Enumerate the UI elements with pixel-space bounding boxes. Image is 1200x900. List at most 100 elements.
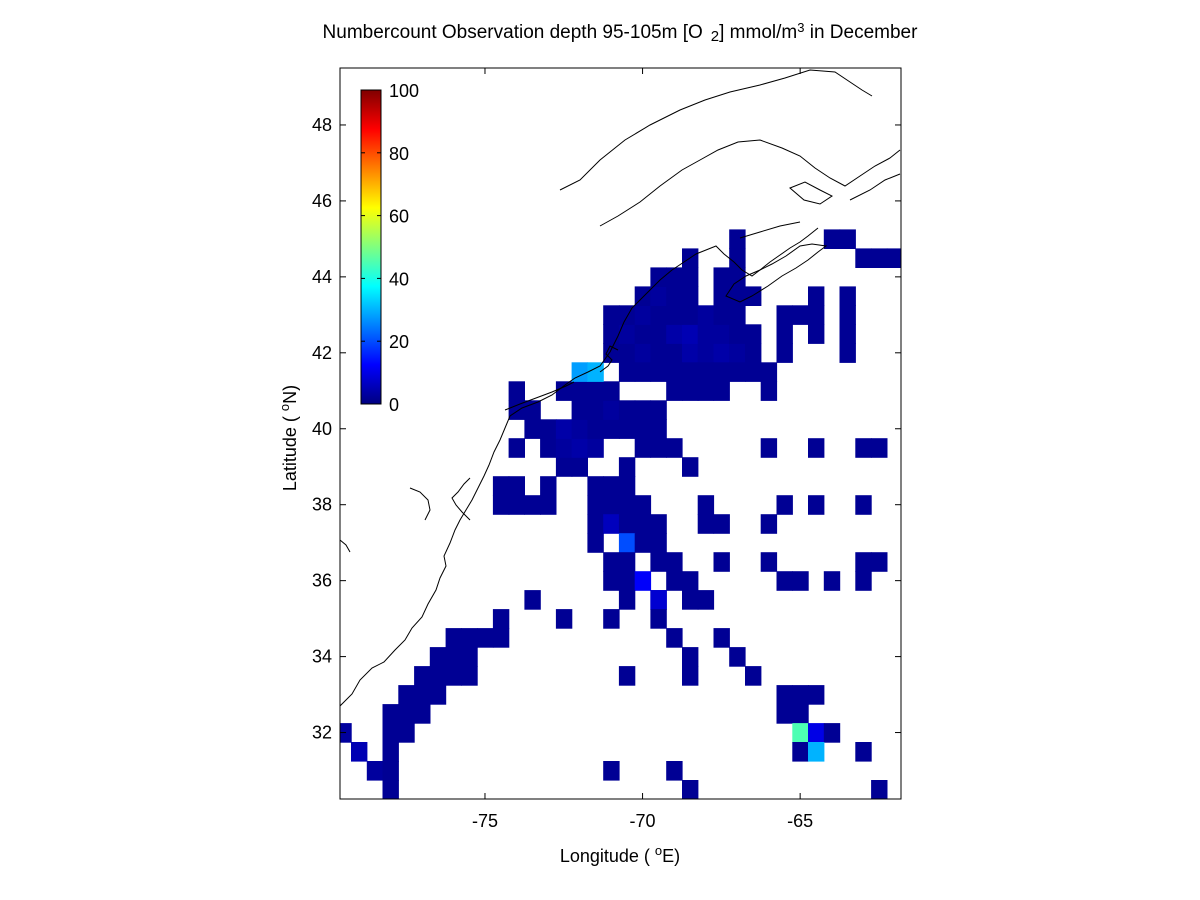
title-mid: ] mmol/m — [719, 22, 798, 43]
observation-cell — [903, 438, 919, 458]
observation-cell — [792, 571, 809, 591]
observation-cell — [823, 723, 841, 743]
colorbar-tick-label: 40 — [389, 269, 409, 289]
observation-cell — [903, 495, 919, 515]
observation-cell — [666, 343, 683, 363]
observation-cell — [729, 267, 746, 287]
observation-cell — [603, 552, 620, 572]
y-tick-label: 46 — [312, 191, 332, 211]
observation-cell — [555, 438, 573, 458]
observation-cell — [713, 305, 730, 325]
observation-cell — [650, 362, 667, 382]
observation-cell — [571, 419, 588, 439]
observation-cell — [697, 495, 715, 515]
observation-cell — [776, 495, 793, 515]
observation-cell — [603, 761, 620, 781]
observation-cell — [760, 381, 778, 401]
observation-cell — [682, 362, 699, 382]
observation-cell — [650, 514, 667, 534]
y-tick-label: 44 — [312, 267, 332, 287]
colorbar: 0 20 40 60 80 100 — [360, 81, 419, 415]
observation-cell — [461, 666, 478, 686]
y-axis-label-post: N) — [280, 385, 300, 404]
observation-cell — [587, 495, 604, 515]
observation-cell — [492, 609, 510, 629]
observation-cell — [571, 457, 588, 477]
observation-cell — [808, 305, 825, 325]
observation-cell — [839, 229, 856, 249]
observation-cell — [823, 571, 841, 591]
observation-cell — [587, 476, 604, 496]
observation-cell — [650, 590, 667, 610]
x-axis-label-post: E) — [662, 846, 680, 866]
observation-cell — [650, 286, 667, 306]
observation-cell — [871, 248, 888, 268]
observation-cell — [682, 305, 699, 325]
observation-cell — [682, 590, 699, 610]
observation-cell — [792, 685, 809, 705]
observation-cell — [540, 495, 557, 515]
observation-cell — [666, 362, 683, 382]
colorbar-tick-label: 60 — [389, 207, 409, 227]
observation-cell — [508, 438, 525, 458]
title-end: in December — [804, 22, 918, 43]
observation-cell — [760, 514, 778, 534]
observation-cell — [524, 495, 541, 515]
y-tick-label: 48 — [312, 115, 332, 135]
observation-cell — [697, 343, 715, 363]
observation-cell — [634, 533, 652, 553]
observation-cell — [839, 324, 856, 344]
coastline-cape-cod — [599, 345, 619, 373]
observation-cell — [634, 343, 652, 363]
observation-cell — [839, 286, 856, 306]
observation-cell — [634, 495, 652, 515]
observation-cell — [508, 476, 525, 496]
x-axis-label: Longitude ( oE) — [560, 843, 680, 866]
observation-cell — [587, 438, 604, 458]
y-axis-label: Latitude ( oN) — [277, 385, 300, 491]
coastline-florida-start — [340, 539, 351, 553]
observation-cell — [555, 419, 573, 439]
observation-cell — [540, 438, 557, 458]
title-subscript: 2 — [710, 28, 720, 45]
observation-cell — [414, 704, 431, 724]
observation-cell — [682, 267, 699, 287]
observation-cell — [729, 647, 746, 667]
observation-cell — [729, 324, 746, 344]
observation-cell — [414, 666, 431, 686]
observation-cell — [382, 780, 399, 799]
plot-frame — [339, 67, 902, 800]
observation-cell — [634, 571, 652, 591]
observation-cell — [666, 286, 683, 306]
observation-cell — [713, 381, 730, 401]
observation-cell — [603, 571, 620, 591]
observation-cell — [760, 362, 778, 382]
colorbar-tick-label: 0 — [389, 395, 399, 415]
observation-cell — [729, 286, 746, 306]
observation-cell — [618, 590, 636, 610]
y-axis-label-pre: Latitude ( — [280, 411, 300, 491]
observation-cell — [745, 362, 762, 382]
observation-cell — [776, 343, 793, 363]
observation-cell — [492, 495, 510, 515]
x-axis: -75 -70 -65 — [472, 68, 813, 831]
observation-cell — [650, 267, 667, 287]
colorbar-gradient — [361, 90, 381, 404]
colorbar-frame — [360, 89, 382, 405]
observation-cell — [524, 419, 541, 439]
observation-cell — [729, 343, 746, 363]
observation-cell — [571, 381, 588, 401]
observation-cell — [808, 286, 825, 306]
observation-cell — [729, 305, 746, 325]
observation-cell — [618, 514, 636, 534]
observation-cell — [697, 324, 715, 344]
observation-cell — [618, 457, 636, 477]
observation-cell — [477, 628, 494, 648]
observation-cell — [713, 343, 730, 363]
title-main: Numbercount Observation depth 95-105m [O — [322, 22, 703, 43]
observation-cell — [618, 343, 636, 363]
observation-cell — [382, 704, 399, 724]
y-tick-label: 42 — [312, 343, 332, 363]
figure-title: Numbercount Observation depth 95-105m [O… — [0, 20, 1200, 45]
colorbar-tick-label: 100 — [389, 81, 419, 101]
